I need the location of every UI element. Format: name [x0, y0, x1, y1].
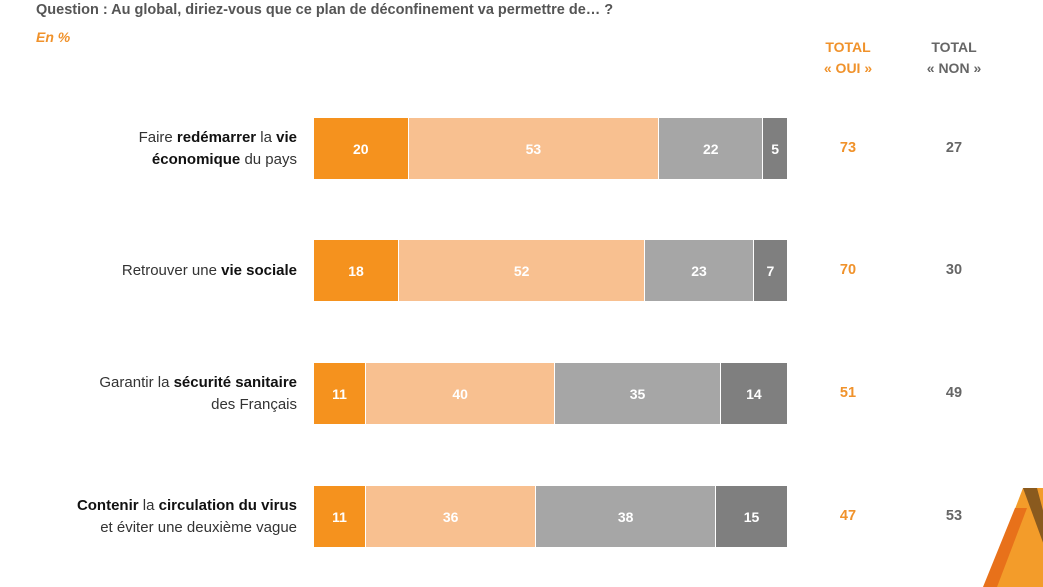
- total-non-value: 27: [945, 140, 963, 156]
- bar-segment: 5: [763, 118, 787, 179]
- bar-segment: 35: [555, 363, 721, 424]
- total-oui-value: 51: [839, 385, 857, 401]
- bar-segment: 7: [753, 240, 787, 301]
- bar-segment: 36: [366, 486, 537, 547]
- total-oui-header: TOTAL « OUI »: [793, 37, 903, 79]
- bar-segment: 22: [659, 118, 764, 179]
- total-non-value: 49: [945, 385, 963, 401]
- total-non-value: 53: [945, 508, 963, 524]
- row-label: Contenir la circulation du virus et évite…: [76, 496, 297, 536]
- bar-segment: 11: [314, 363, 367, 424]
- bar-segment: 20: [314, 118, 409, 179]
- brand-logo-icon: [983, 488, 1043, 587]
- bar-segment: 23: [645, 240, 754, 301]
- total-non-header-line1: TOTAL: [931, 39, 977, 55]
- bar-segment: 15: [716, 486, 787, 547]
- row-label: Garantir la sécurité sanitaire des França…: [99, 373, 297, 413]
- bar-segment: 40: [366, 363, 556, 424]
- total-oui-value: 73: [839, 140, 857, 156]
- total-non-header: TOTAL « NON »: [899, 37, 1009, 79]
- row-label: Retrouver une vie sociale: [121, 261, 297, 279]
- total-oui-value: 70: [839, 262, 857, 278]
- bar-segment: 11: [314, 486, 367, 547]
- total-non-header-line2: « NON »: [926, 60, 982, 76]
- bar-segment: 38: [536, 486, 717, 547]
- bar-segment: 14: [720, 363, 787, 424]
- total-oui-value: 47: [839, 508, 857, 524]
- row-label: Faire redémarrer la vie économique du pay…: [138, 128, 297, 168]
- question-title: Question : Au global, diriez-vous que ce…: [36, 2, 614, 18]
- total-non-value: 30: [945, 262, 963, 278]
- bar-segment: 18: [314, 240, 400, 301]
- unit-label: En %: [36, 29, 71, 45]
- bar-segment: 52: [399, 240, 646, 301]
- total-oui-header-line1: TOTAL: [825, 39, 871, 55]
- bar-segment: 53: [408, 118, 660, 179]
- total-oui-header-line2: « OUI »: [823, 60, 873, 76]
